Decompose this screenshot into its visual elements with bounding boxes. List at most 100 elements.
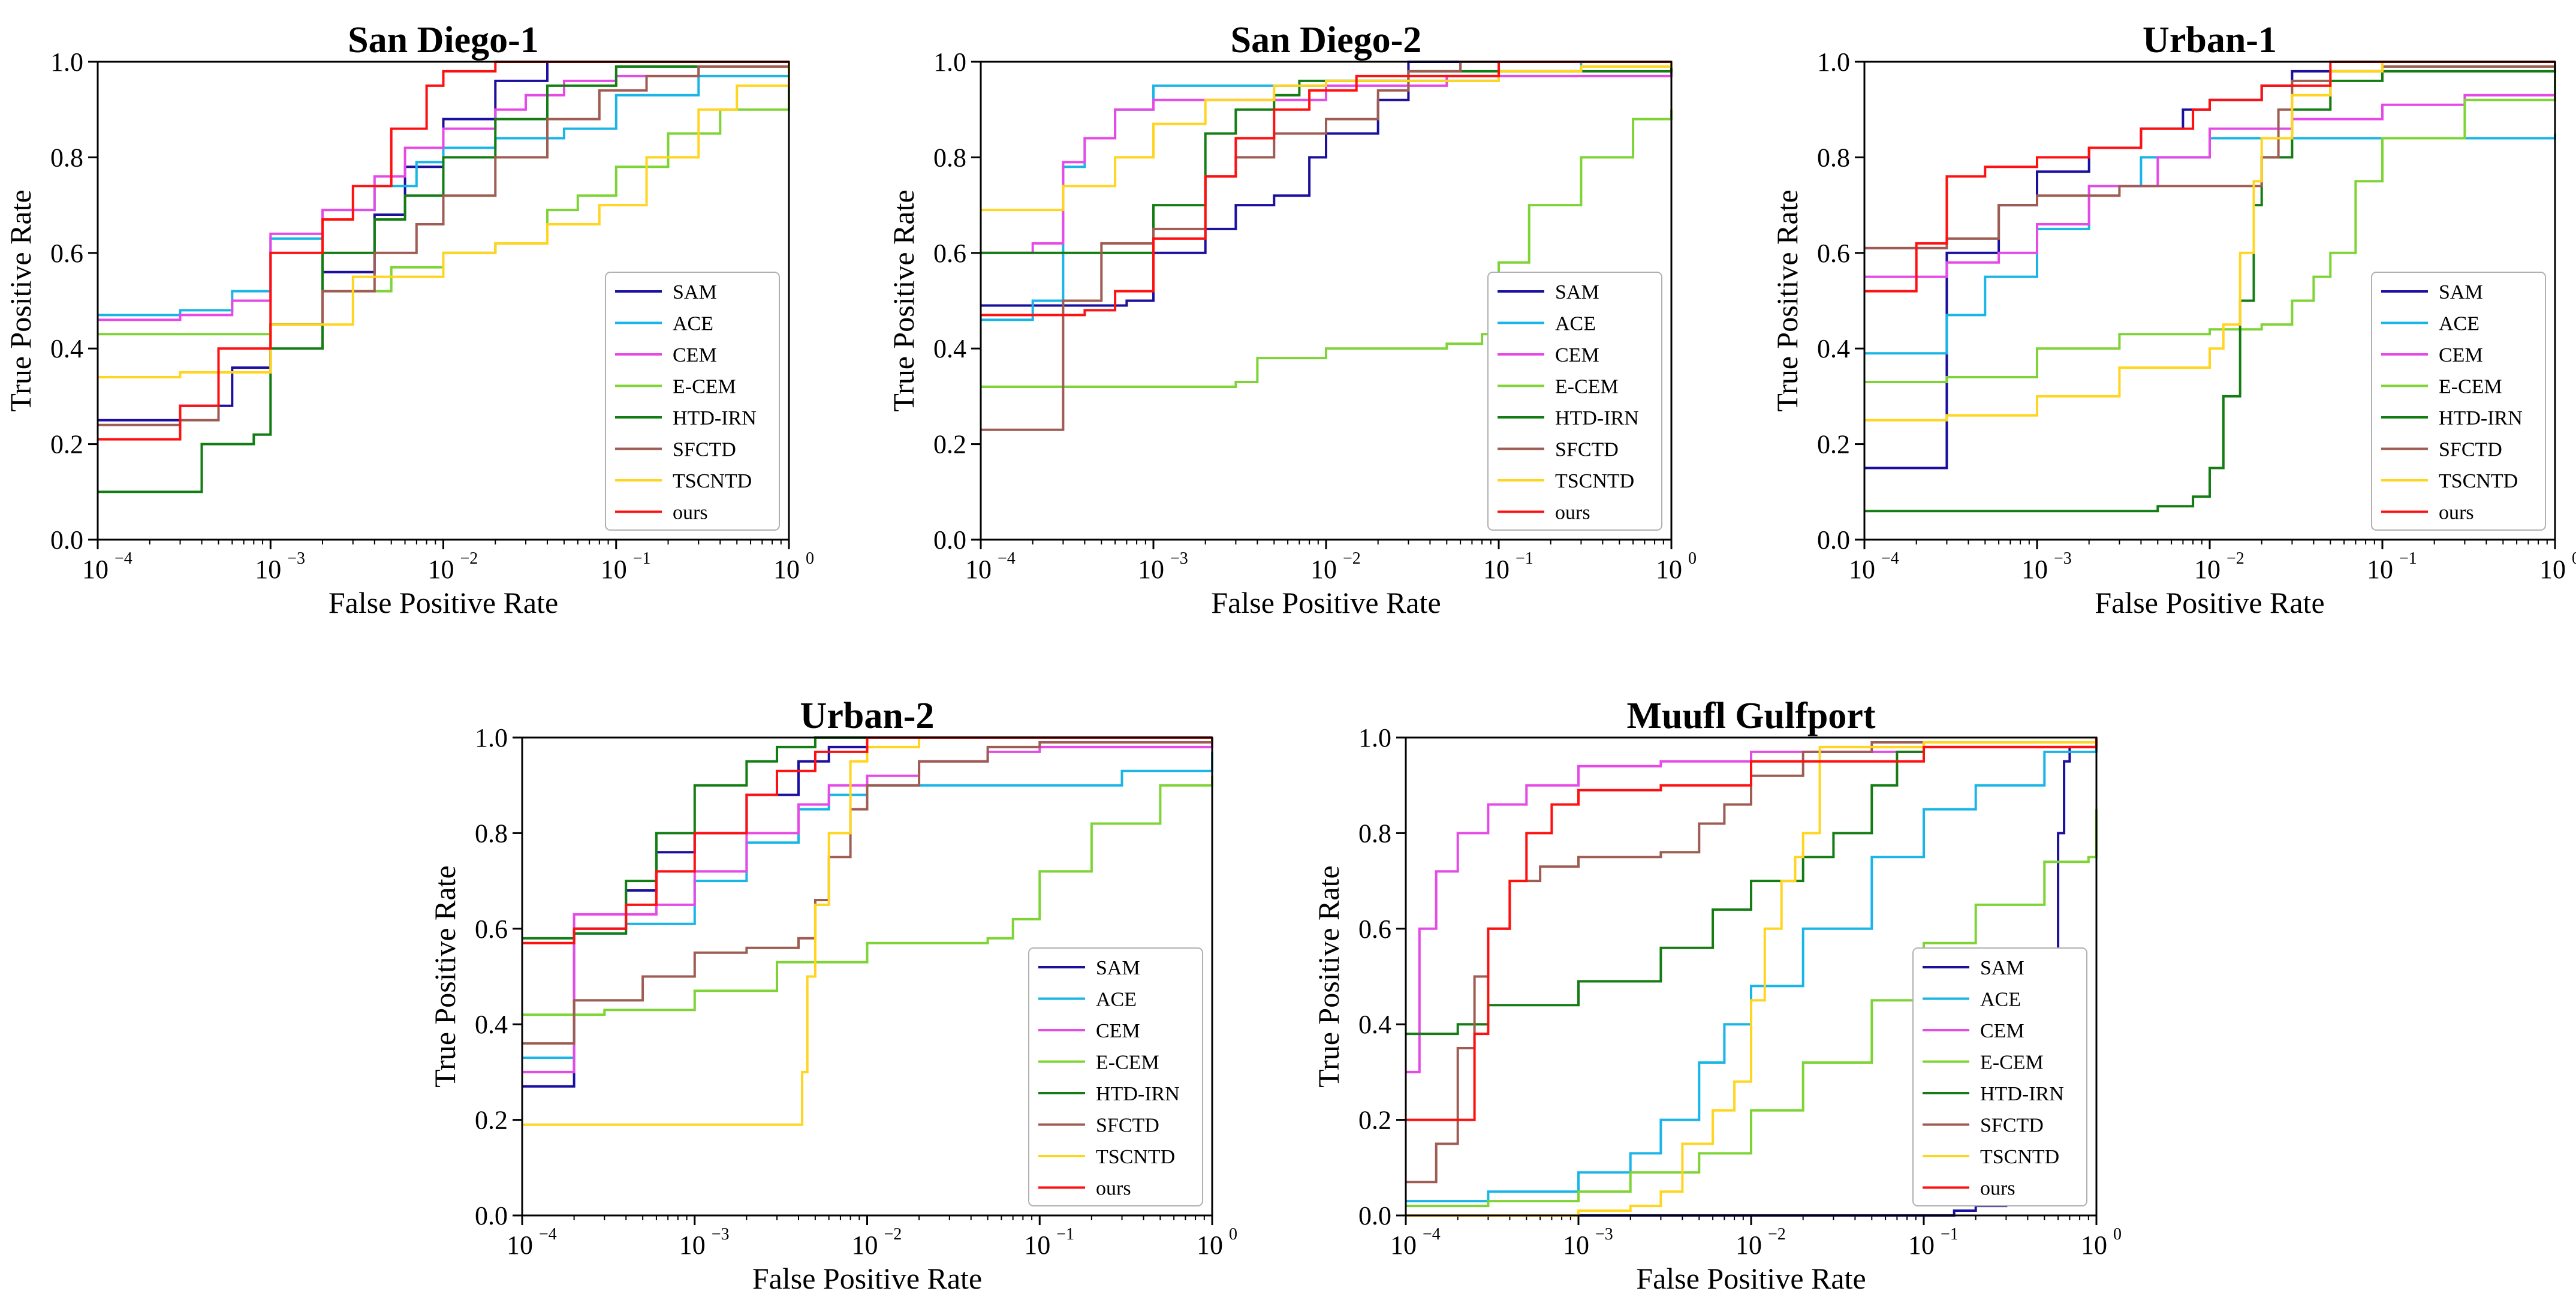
legend-label: TSCNTD [673,470,752,492]
y-axis-label: True Positive Rate [887,189,920,411]
series-line-cem [522,738,1213,1073]
y-tick-label: 0.0 [475,1201,508,1230]
legend-label: SAM [1096,957,1140,979]
legend-label: CEM [1096,1020,1140,1042]
x-tick-exponent: −4 [539,1225,557,1244]
legend: SAM ACE CEM E-CEM HTD-IRN SFCTD TSCNTD ours [1028,947,1203,1206]
y-tick-label: 0.6 [50,239,83,268]
series-line-ours [1864,61,2555,293]
chart-title: Urban-2 [800,696,935,736]
x-tick-label: 10 [255,555,281,584]
chart-title: Urban-1 [2143,20,2277,61]
legend-label: CEM [2439,344,2483,366]
y-tick-label: 0.2 [475,1106,508,1135]
legend-label: E-CEM [1980,1052,2044,1074]
legend-label: HTD-IRN [2439,407,2523,429]
x-tick-label: 10 [1138,555,1164,584]
chart-panel-5: 10 −4 10 −3 10 −2 10 −1 10 0 0.0 0.2 0.4 0.6 0.8 1.0 Muu… [1312,696,2122,1295]
legend-label: HTD-IRN [673,407,757,429]
chart-panel-1: 10 −4 10 −3 10 −2 10 −1 10 0 0.0 0.2 0.4 0.6 0.8 1.0 San… [4,20,814,619]
y-axis-label: True Positive Rate [428,865,462,1087]
series-line-e-cem [1864,71,2556,383]
x-tick-label: 10 [2021,555,2048,584]
legend: SAM ACE CEM E-CEM HTD-IRN SFCTD TSCNTD ours [1912,947,2087,1206]
x-tick-label: 10 [965,555,992,584]
legend-box [605,272,780,531]
x-tick-exponent: −1 [1941,1225,1959,1244]
x-tick-label: 10 [773,555,800,584]
y-tick-label: 0.8 [50,143,83,172]
chart-panel-2: 10 −4 10 −3 10 −2 10 −1 10 0 0.0 0.2 0.4 0.6 0.8 1.0 San… [887,20,1697,619]
legend-box [1487,272,1662,531]
y-tick-label: 0.8 [1358,818,1391,848]
x-tick-label: 10 [82,555,109,584]
legend-box [2371,272,2546,531]
series-line-tscntd [522,736,1212,1126]
x-tick-label: 10 [507,1230,533,1260]
x-axis-label: False Positive Rate [1636,1262,1866,1295]
legend-label: CEM [1555,344,1599,366]
y-tick-label: 0.6 [475,914,508,944]
x-tick-label: 10 [1024,1230,1050,1260]
legend-label: SAM [1555,281,1599,303]
legend-label: SFCTD [1980,1115,2044,1137]
legend-label: SFCTD [1096,1115,1159,1137]
legend-label: TSCNTD [1096,1146,1175,1168]
y-tick-label: 1.0 [933,47,966,77]
x-tick-label: 10 [1656,555,1682,584]
legend-label: SAM [2439,281,2483,303]
legend-label: CEM [673,344,717,366]
series-line-ace [98,62,790,317]
x-tick-exponent: −1 [633,549,651,568]
legend-label: SFCTD [673,439,736,461]
series-line-tscntd [1864,61,2555,422]
y-tick-label: 1.0 [1817,47,1850,77]
series-line-tscntd [1406,738,2098,1217]
chart-panel-4: 10 −4 10 −3 10 −2 10 −1 10 0 0.0 0.2 0.4 0.6 0.8 1.0 Urb… [428,696,1237,1295]
legend: SAM ACE CEM E-CEM HTD-IRN SFCTD TSCNTD ours [1487,272,1662,531]
x-tick-exponent: −2 [1768,1225,1786,1244]
y-tick-label: 0.2 [1817,430,1850,459]
x-tick-exponent: 0 [2113,1225,2122,1244]
y-tick-label: 0.2 [1358,1106,1391,1135]
x-tick-exponent: −4 [1881,549,1899,568]
y-axis-label: True Positive Rate [4,189,37,411]
series-line-ours [981,61,1671,317]
chart-title: Muufl Gulfport [1626,696,1875,736]
x-tick-exponent: −1 [2399,549,2417,568]
series-line-htd-irn [522,736,1212,940]
x-tick-label: 10 [1849,555,1875,584]
x-tick-label: 10 [2194,555,2221,584]
x-tick-exponent: −2 [460,549,478,568]
legend-label: ACE [1555,313,1596,335]
y-tick-label: 0.0 [1358,1201,1391,1230]
x-tick-label: 10 [2081,1230,2107,1260]
y-axis-label: True Positive Rate [1312,865,1345,1087]
legend-label: TSCNTD [1555,470,1634,492]
x-axis-label: False Positive Rate [329,586,558,619]
y-tick-label: 0.6 [933,239,966,268]
series-line-ours [1406,738,2098,1121]
x-axis-label: False Positive Rate [752,1262,982,1295]
series-line-sfctd [1406,738,2098,1184]
y-tick-label: 1.0 [1358,723,1391,753]
y-tick-label: 0.2 [50,430,83,459]
chart-title: San Diego-2 [1231,20,1422,61]
series-line-ours [522,736,1212,944]
series-line-e-cem [1406,809,2098,1208]
x-tick-label: 10 [1310,555,1337,584]
y-tick-label: 0.2 [933,430,966,459]
x-tick-exponent: 0 [806,549,814,568]
series-line-htd-irn [1864,67,2556,513]
x-tick-exponent: −1 [1056,1225,1074,1244]
y-tick-label: 0.4 [1817,334,1850,363]
y-tick-label: 0.0 [50,525,83,555]
x-tick-exponent: −3 [287,549,305,568]
series-line-ours [98,61,789,441]
legend-label: ACE [1096,989,1137,1011]
y-tick-label: 0.8 [1817,143,1850,172]
y-tick-label: 1.0 [475,723,508,753]
x-tick-label: 10 [1563,1230,1589,1260]
y-tick-label: 0.4 [1358,1010,1391,1039]
x-tick-exponent: −3 [1595,1225,1613,1244]
